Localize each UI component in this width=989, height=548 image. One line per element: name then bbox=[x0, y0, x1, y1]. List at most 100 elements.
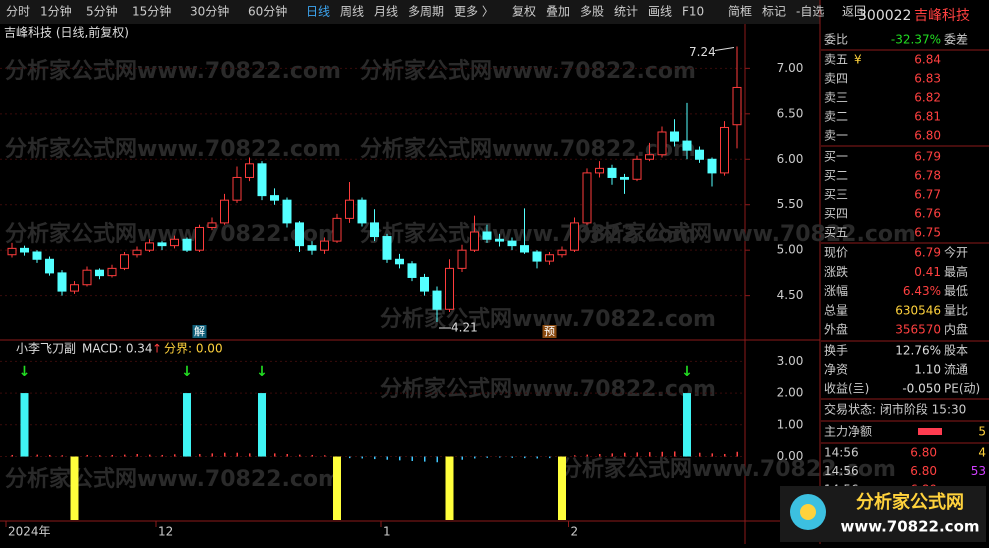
row-value: 0.41 bbox=[914, 265, 941, 279]
row-label: 卖一 bbox=[824, 129, 848, 143]
candle-body bbox=[20, 247, 29, 253]
row-label2: 委差 bbox=[944, 33, 968, 47]
candle-body bbox=[557, 249, 567, 256]
toolbar-tab[interactable]: 月线 bbox=[374, 5, 398, 19]
y-tick-label: 6.00 bbox=[777, 152, 804, 166]
candle-body bbox=[482, 231, 492, 240]
candle-body bbox=[7, 247, 17, 256]
macd-bar bbox=[499, 456, 501, 458]
toolbar-tab[interactable]: 15分钟 bbox=[132, 4, 171, 19]
row-label: 换手 bbox=[824, 344, 848, 358]
toolbar-tab[interactable]: 简框 bbox=[728, 5, 752, 19]
row-value: 6.83 bbox=[914, 72, 941, 86]
marker-label: 预 bbox=[544, 325, 555, 338]
macd-bar bbox=[486, 456, 488, 458]
candle-body bbox=[207, 222, 217, 228]
y-tick-label: 5.00 bbox=[777, 243, 804, 257]
row-value: 6.78 bbox=[914, 169, 941, 183]
macd-bar bbox=[286, 454, 288, 457]
macd-bar bbox=[574, 455, 576, 457]
toolbar-tab[interactable]: 返回 bbox=[842, 5, 866, 19]
watermark: 分析家公式网www.70822.com bbox=[5, 136, 341, 162]
toolbar-tab[interactable]: 统计 bbox=[614, 5, 638, 19]
toolbar-tab[interactable]: 分时 bbox=[6, 5, 30, 19]
candle-body bbox=[345, 199, 354, 219]
toolbar-tab[interactable]: 周线 bbox=[340, 5, 364, 19]
candle-body bbox=[257, 163, 267, 197]
macd-bar bbox=[699, 452, 701, 457]
watermark: 分析家公式网www.70822.com bbox=[360, 58, 696, 84]
macd-bar bbox=[136, 454, 138, 457]
indicator-arrow: ↑ bbox=[152, 342, 162, 356]
row-label: 买三 bbox=[824, 188, 848, 202]
candle-body bbox=[695, 149, 704, 160]
candle-body bbox=[295, 222, 304, 247]
row-label2: 内盘 bbox=[944, 322, 968, 337]
candle-body bbox=[457, 249, 467, 269]
candle-body bbox=[32, 251, 42, 260]
macd-bar bbox=[711, 453, 713, 457]
candle-body bbox=[107, 267, 117, 277]
y-tick-label: 7.00 bbox=[777, 61, 804, 75]
row-icon: ¥ bbox=[854, 53, 862, 67]
candle-body bbox=[270, 195, 279, 201]
macd-bar bbox=[599, 454, 601, 457]
signal-arrow: ↓ bbox=[681, 364, 693, 380]
toolbar-tab[interactable]: 30分钟 bbox=[190, 4, 229, 19]
toolbar-tab[interactable]: 标记 bbox=[762, 5, 786, 19]
marker-label: 解 bbox=[194, 324, 205, 338]
row-value: -32.37% bbox=[891, 33, 941, 47]
candle-body bbox=[282, 199, 292, 224]
toolbar-tab[interactable]: 画线 bbox=[648, 5, 672, 19]
macd-bar bbox=[333, 456, 341, 520]
y-tick-label: 5.50 bbox=[777, 197, 804, 211]
toolbar-tab[interactable]: 多股 bbox=[580, 5, 604, 19]
macd-bar bbox=[61, 455, 63, 457]
toolbar-tab[interactable]: F10 bbox=[682, 5, 704, 19]
candle-body bbox=[382, 236, 392, 260]
candle-body bbox=[145, 242, 154, 251]
toolbar-tab[interactable]: 多周期 bbox=[408, 5, 444, 19]
toolbar-tab[interactable]: 复权 bbox=[512, 5, 536, 19]
candle-body bbox=[732, 86, 742, 126]
macd-bar bbox=[649, 452, 651, 457]
macd-bar bbox=[20, 393, 29, 457]
macd-bar bbox=[361, 456, 363, 459]
toolbar-tab[interactable]: 5分钟 bbox=[86, 4, 118, 19]
macd-bar bbox=[36, 454, 38, 457]
watermark: 分析家公式网www.70822.com bbox=[560, 456, 896, 482]
toolbar-tab[interactable]: 60分钟 bbox=[248, 4, 287, 19]
macd-bar bbox=[624, 452, 626, 457]
flow-bar bbox=[918, 428, 942, 435]
toolbar-tab[interactable]: 1分钟 bbox=[40, 4, 72, 19]
macd-bar bbox=[524, 456, 526, 459]
marker-box bbox=[192, 325, 207, 338]
macd-bar bbox=[399, 456, 401, 461]
macd-bar bbox=[636, 452, 638, 457]
row-value: 6.77 bbox=[914, 188, 941, 202]
toolbar-tab[interactable]: 日线 bbox=[306, 5, 330, 19]
row-label: 总量 bbox=[824, 303, 848, 317]
row-label: 净资 bbox=[824, 363, 848, 377]
row-value: 6.79 bbox=[914, 246, 941, 260]
x-tick-label: 2024年 bbox=[8, 525, 51, 539]
stock-name: 吉峰科技 bbox=[914, 8, 970, 24]
row-label: 卖二 bbox=[824, 110, 848, 124]
candle-body bbox=[45, 258, 54, 274]
candle-body bbox=[470, 231, 479, 251]
toolbar-tab[interactable]: 更多 〉 bbox=[454, 5, 494, 19]
watermark: 分析家公式网www.70822.com bbox=[5, 58, 341, 84]
row-label: 买一 bbox=[824, 150, 848, 164]
indicator-boundary: 分界: 0.00 bbox=[164, 342, 223, 356]
row-value: 6.76 bbox=[914, 207, 941, 221]
macd-bar bbox=[386, 456, 388, 460]
macd-bar bbox=[183, 393, 191, 457]
toolbar-tab[interactable]: 叠加 bbox=[546, 5, 570, 19]
candle-body bbox=[495, 238, 504, 242]
candle-body bbox=[332, 217, 342, 242]
row-label: 买四 bbox=[824, 207, 848, 221]
toolbar-tab[interactable]: -自选 bbox=[796, 5, 824, 19]
row-label: 收益(亖) bbox=[824, 382, 869, 396]
